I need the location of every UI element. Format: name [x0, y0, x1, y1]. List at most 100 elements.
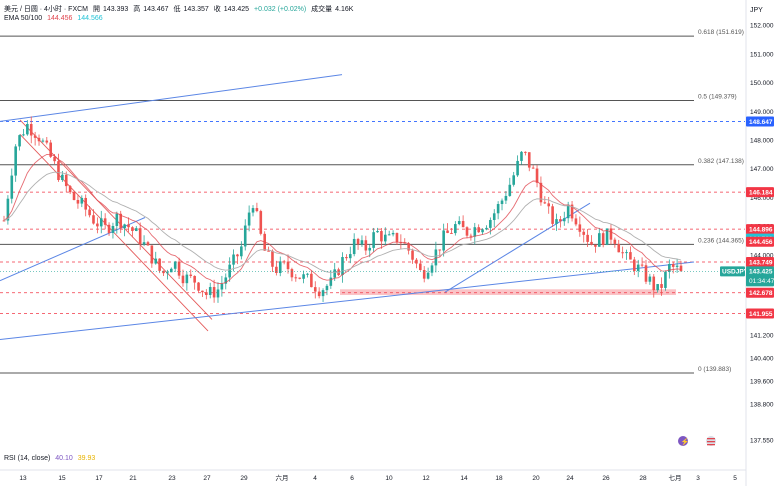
candle-body [216, 289, 220, 298]
fib-level-label: 0.236 (144.365) [698, 237, 744, 244]
candle-body [185, 274, 189, 284]
candle-body [535, 168, 539, 183]
price-tick-label: 150.000 [750, 80, 774, 87]
candle-body [134, 228, 138, 231]
price-tick-label: 147.000 [750, 166, 774, 173]
candle-body [512, 175, 515, 185]
candle-body [348, 254, 352, 259]
candle-body [142, 242, 146, 245]
time-tick-label: 七月 [669, 473, 682, 482]
time-tick-label: 26 [602, 475, 610, 482]
level-tag [746, 257, 774, 268]
candle-body [345, 257, 348, 259]
candle-body [22, 134, 25, 136]
candle-body [220, 283, 224, 290]
time-tick-label: 18 [495, 475, 503, 482]
candle-body [313, 287, 317, 292]
candle-body [154, 258, 158, 264]
candle-body [613, 239, 617, 244]
candle-body [652, 276, 656, 291]
candle-body [177, 261, 181, 276]
candle-body [6, 198, 10, 221]
candle-body [574, 218, 578, 225]
high-value: 143.467 [143, 6, 169, 13]
candle-body [648, 276, 652, 282]
candle-body [96, 223, 99, 227]
candle-body [205, 292, 208, 295]
candle-body [10, 175, 14, 199]
candle-body [158, 258, 161, 271]
fib-level-label: 0.382 (147.138) [698, 158, 744, 165]
time-tick-label: 17 [95, 475, 103, 482]
candle-body [236, 254, 239, 257]
level-tag-label: 141.955 [749, 311, 773, 318]
candle-body [341, 257, 344, 276]
time-tick-label: 23 [168, 475, 176, 482]
candle-body [2, 220, 6, 222]
time-tick-label: 29 [240, 475, 248, 482]
candle-body [461, 221, 465, 228]
candle-body [629, 252, 632, 260]
lightning-glyph-icon: ⚡ [681, 437, 690, 446]
low-label: 低 [173, 6, 181, 13]
candle-body [636, 264, 640, 271]
candle-body [333, 269, 337, 278]
candle-body [232, 254, 235, 265]
candle-body [419, 263, 422, 271]
candle-body [578, 224, 582, 232]
candle-body [88, 209, 91, 216]
candle-body [559, 219, 562, 222]
symbol-tag [720, 266, 745, 277]
price-tick-label: 151.000 [750, 51, 774, 58]
candle-body [450, 232, 453, 234]
trend-line-rising [444, 202, 591, 293]
candle-body [286, 261, 290, 270]
symbol-name[interactable]: 美元 / 日圆 · 4小时 · FXCM [4, 6, 88, 13]
candle-body [123, 224, 126, 229]
candle-body [633, 259, 636, 271]
candle-body [438, 249, 442, 251]
time-tick-label: 5 [733, 475, 737, 482]
candle-body [138, 228, 142, 245]
candle-body [376, 231, 379, 233]
candle-body [259, 211, 263, 234]
candle-body [621, 252, 624, 254]
time-tick-label: 10 [385, 475, 393, 482]
lightning-event-icon[interactable] [678, 436, 688, 446]
close-value: 143.425 [223, 6, 250, 13]
price-tick-label: 149.000 [750, 109, 774, 116]
candle-body [520, 151, 523, 161]
candle-body [29, 123, 33, 136]
candle-body [430, 265, 434, 273]
ema-legend[interactable]: EMA 50/100 144.456 144.566 [4, 15, 106, 22]
candle-body [224, 277, 228, 284]
candle-body [454, 224, 457, 234]
candle-body [247, 212, 251, 226]
candle-body [597, 233, 601, 247]
support-zone [340, 289, 676, 296]
rsi-legend[interactable]: RSI (14, close) 40.10 39.93 [4, 455, 98, 462]
level-tag-label: 146.184 [749, 189, 773, 196]
symbol-header: 美元 / 日圆 · 4小时 · FXCM 開 143.393 高 143.467 低… [4, 4, 356, 14]
candle-body [18, 135, 21, 147]
candle-body [76, 199, 80, 204]
time-tick-label: 15 [58, 475, 66, 482]
level-tag-label: 144.456 [749, 239, 773, 246]
level-tag [746, 236, 774, 247]
candle-body [208, 287, 212, 295]
candle-body [516, 160, 519, 176]
price-tick-label: 140.400 [750, 356, 774, 363]
time-tick-label: 6 [350, 475, 354, 482]
level-tag [746, 187, 774, 198]
candle-body [14, 146, 17, 176]
candle-body [531, 167, 535, 169]
price-tick-label: 137.550 [750, 437, 774, 444]
time-tick-label: 3 [696, 475, 700, 482]
candle-body [111, 225, 115, 233]
candle-body [465, 227, 469, 236]
candle-body [387, 234, 391, 236]
candle-body [582, 231, 586, 235]
candle-body [356, 238, 360, 245]
currency-label[interactable]: JPY [750, 7, 763, 14]
